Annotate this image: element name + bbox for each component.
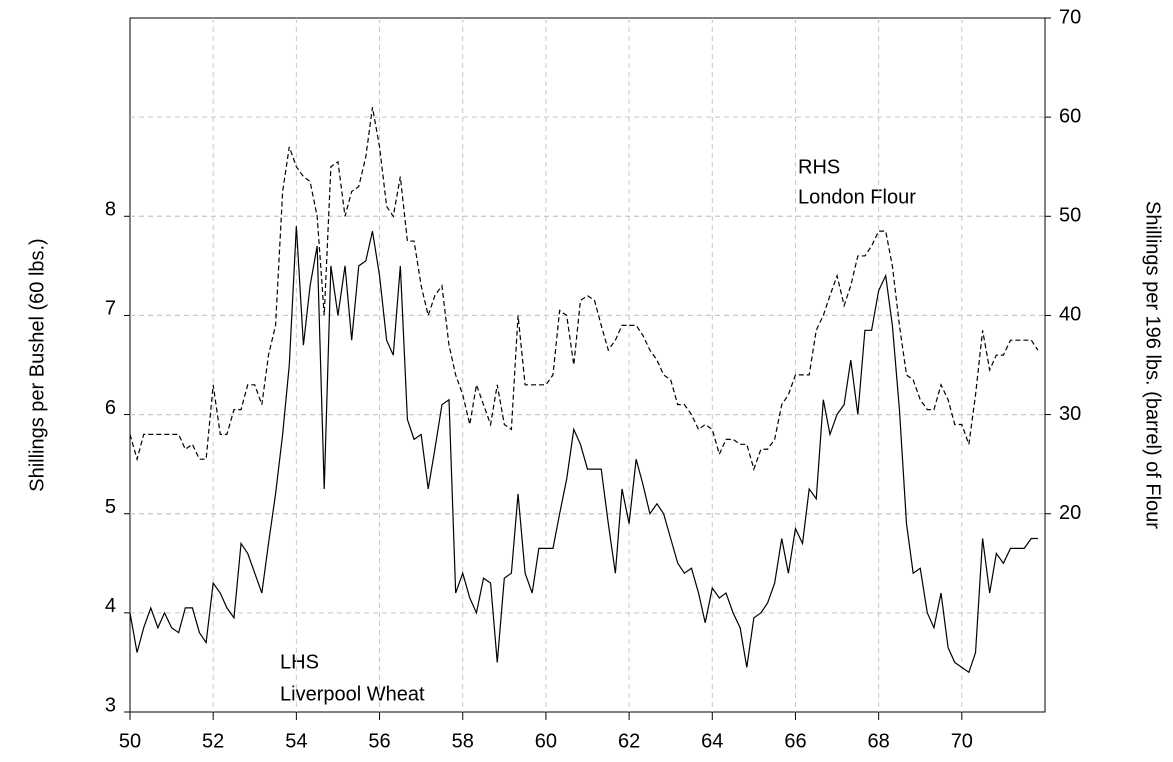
y2-tick-label: 60	[1059, 105, 1081, 127]
line-series	[129, 107, 1039, 472]
y-tick-label: 4	[105, 595, 116, 617]
plot-frame	[129, 17, 1046, 713]
y2-tick-label: 20	[1059, 502, 1081, 524]
x-tick-label: 52	[202, 730, 224, 752]
y2-tick-label: 30	[1059, 403, 1081, 425]
x-tick-label: 70	[951, 730, 973, 752]
x-tick-label: 50	[119, 730, 141, 752]
x-tick-label: 62	[618, 730, 640, 752]
y2-tick-label: 50	[1059, 205, 1081, 227]
annotation: London Flour	[798, 186, 916, 208]
line-series	[129, 226, 1038, 674]
annotation: RHS	[798, 156, 840, 178]
x-tick-label: 68	[868, 730, 890, 752]
x-tick-label: 60	[535, 730, 557, 752]
y2-axis-label: Shillings per 196 lbs. (barrel) of Flour	[1142, 201, 1164, 529]
x-tick-label: 64	[701, 730, 723, 752]
annotation: LHS	[280, 651, 319, 673]
y-tick-label: 3	[105, 694, 116, 716]
x-tick-label: 66	[784, 730, 806, 752]
y-tick-label: 6	[105, 397, 116, 419]
x-tick-label: 56	[368, 730, 390, 752]
y2-tick-label: 70	[1059, 6, 1081, 28]
y-axis-label: Shillings per Bushel (60 lbs.)	[26, 238, 48, 491]
y-tick-label: 8	[105, 199, 116, 221]
x-tick-label: 58	[452, 730, 474, 752]
y-tick-label: 5	[105, 496, 116, 518]
y-tick-label: 7	[105, 298, 116, 320]
x-tick-label: 54	[285, 730, 307, 752]
annotation: Liverpool Wheat	[280, 683, 425, 705]
y2-tick-label: 40	[1059, 304, 1081, 326]
